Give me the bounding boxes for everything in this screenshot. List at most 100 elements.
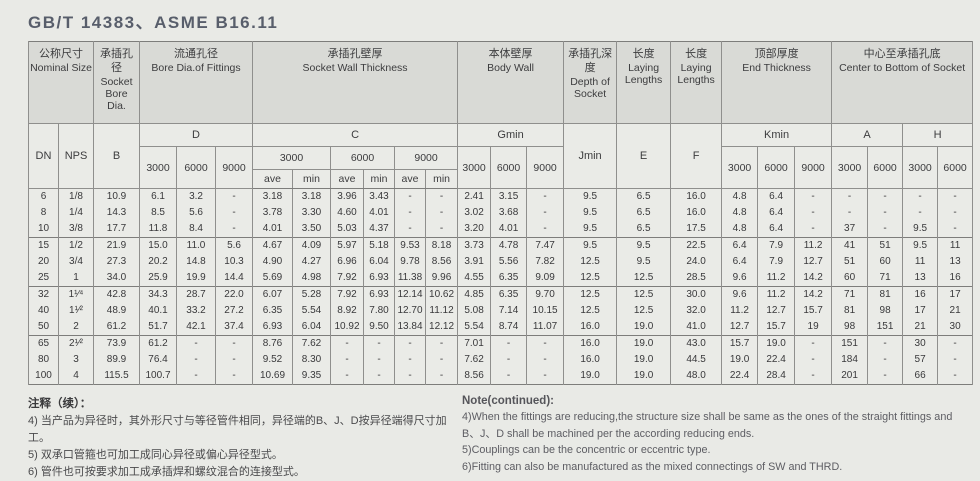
cell: 7.62 — [457, 352, 492, 368]
cell: 4.8 — [721, 205, 759, 221]
cell: 11.0 — [176, 237, 217, 254]
col-d-6000: 6000 — [176, 146, 217, 189]
group-label-en: Laying Lengths — [624, 62, 663, 86]
cell: 9.5 — [616, 237, 672, 254]
col-c: C — [252, 123, 459, 147]
col-h-6000: 6000 — [937, 146, 974, 189]
cell: 22.4 — [757, 352, 796, 368]
cell: 17 — [937, 286, 974, 303]
cell: 6.4 — [757, 205, 796, 221]
cell: 42.8 — [93, 286, 141, 303]
cell: 27.3 — [93, 254, 141, 270]
cell: 5.54 — [292, 303, 332, 319]
cell: 6.4 — [757, 221, 796, 238]
cell: 60 — [867, 254, 904, 270]
cell: 1 — [57, 270, 95, 287]
cell: - — [330, 335, 365, 352]
cell: 3.50 — [292, 221, 332, 238]
cell: - — [176, 368, 217, 385]
group-laying-lengths-f: 长度 Laying Lengths — [670, 41, 723, 124]
cell: 12.7 — [757, 303, 796, 319]
cell: 8.74 — [490, 319, 528, 336]
cell: 6.93 — [363, 270, 396, 287]
cell: 11.2 — [794, 237, 833, 254]
table-row: 10 3/8 17.7 11.8 8.4-4.01 3.50 5.03 4.37- -3.20 4… — [28, 221, 974, 238]
cell: 41.0 — [670, 319, 723, 336]
cell: 10.92 — [330, 319, 365, 336]
cell: 19.0 — [616, 368, 672, 385]
cell: 3.78 — [252, 205, 294, 221]
cell: 16.0 — [563, 319, 618, 336]
cell: 81 — [831, 303, 869, 319]
cell: - — [363, 335, 396, 352]
cell: 7.82 — [526, 254, 565, 270]
cell: 3.91 — [457, 254, 492, 270]
cell: 6.35 — [252, 303, 294, 319]
cell: 12.14 — [394, 286, 427, 303]
cell: 7.01 — [457, 335, 492, 352]
cell: 14.2 — [794, 286, 833, 303]
cell: 11 — [937, 237, 974, 254]
cell: 9.5 — [563, 237, 618, 254]
cell: 1¹⁄² — [57, 303, 95, 319]
cell: - — [215, 205, 254, 221]
cell: - — [867, 205, 904, 221]
group-label-zh: 顶部厚度 — [754, 48, 799, 60]
cell: 20 — [28, 254, 59, 270]
cell: 3.02 — [457, 205, 492, 221]
cell: 16.0 — [563, 352, 618, 368]
cell: - — [867, 368, 904, 385]
cell: - — [937, 188, 974, 205]
table-header: 公称尺寸 Nominal Size 承插孔径 Socket Bore Dia. … — [27, 41, 974, 189]
group-depth-of-socket: 承插孔深度 Depth of Socket — [563, 41, 618, 124]
cell: 33.2 — [176, 303, 217, 319]
cell: 3.68 — [490, 205, 528, 221]
cell: 9.5 — [616, 254, 672, 270]
group-label-zh: 承插孔壁厚 — [327, 48, 383, 60]
note-en-5: 5)Couplings can be the concentric or ecc… — [462, 444, 711, 456]
notes-chinese: 注释（续）： 4) 当产品为异径时，其外形尺寸与等径管件相同，异径端的B、J、D… — [28, 395, 448, 481]
cell: 73.9 — [93, 335, 141, 352]
cell: - — [794, 205, 833, 221]
cell: 14.3 — [93, 205, 141, 221]
cell: 5.28 — [292, 286, 332, 303]
cell: - — [363, 368, 396, 385]
cell: 3.18 — [252, 188, 294, 205]
cell: 61.2 — [139, 335, 178, 352]
cell: - — [831, 205, 869, 221]
cell: 16.0 — [670, 188, 723, 205]
cell: 65 — [28, 335, 59, 352]
cell: 5.54 — [457, 319, 492, 336]
table-row: 65 2¹⁄² 73.9 61.2- -8.76 7.62- - - -7.01- -16.0 19… — [28, 335, 974, 352]
cell: 3.73 — [457, 237, 492, 254]
cell: 1/8 — [57, 188, 95, 205]
cell: 98 — [831, 319, 869, 336]
cell: 17.5 — [670, 221, 723, 238]
group-label-en: Socket Wall Thickness — [302, 62, 408, 74]
cell: 19.0 — [616, 352, 672, 368]
col-gmin: Gmin — [457, 123, 565, 147]
cell: - — [394, 335, 427, 352]
col-d-9000: 9000 — [215, 146, 254, 189]
cell: 4.01 — [490, 221, 528, 238]
group-body-wall: 本体壁厚 Body Wall — [457, 41, 565, 124]
cell: - — [425, 188, 459, 205]
cell: 9.5 — [563, 205, 618, 221]
cell: 6.4 — [721, 237, 759, 254]
cell: 10 — [28, 221, 59, 238]
notes-en-title: Note(continued): — [462, 395, 554, 407]
cell: 12.70 — [394, 303, 427, 319]
cell: 15 — [28, 237, 59, 254]
group-laying-lengths-e: 长度 Laying Lengths — [616, 41, 672, 124]
cell: 50 — [28, 319, 59, 336]
col-k-6000: 6000 — [757, 146, 796, 189]
cell: 11.2 — [757, 270, 796, 287]
cell: 8.76 — [252, 335, 294, 352]
cell: 71 — [831, 286, 869, 303]
cell: 9.70 — [526, 286, 565, 303]
col-a-6000: 6000 — [867, 146, 904, 189]
cell: 7.92 — [330, 286, 365, 303]
col-f: F — [670, 123, 723, 189]
cell: - — [215, 368, 254, 385]
cell: 60 — [831, 270, 869, 287]
